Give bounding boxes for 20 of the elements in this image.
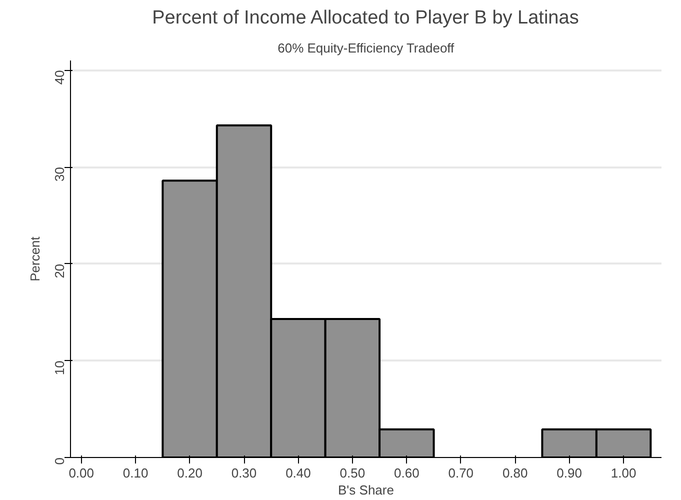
x-tick-label: 0.10 <box>122 466 148 480</box>
x-axis-title: B's Share <box>338 482 394 498</box>
chart-subtitle: 60% Equity-Efficiency Tradeoff <box>278 40 455 56</box>
x-tick-label: 0.60 <box>394 466 420 480</box>
y-tick-label: 10 <box>52 360 67 376</box>
y-tick-label: 20 <box>52 264 67 278</box>
x-tick-label: 0.40 <box>286 466 311 480</box>
y-tick-label: 0 <box>52 457 67 465</box>
y-tick-label: 30 <box>52 167 67 182</box>
x-tick-label: 0.20 <box>177 466 202 480</box>
x-tick-label: 0.90 <box>556 466 582 480</box>
x-tick-label: 0.50 <box>340 466 366 480</box>
x-tick-label: 0.80 <box>502 466 528 480</box>
x-tick-label: 0.00 <box>68 466 94 480</box>
y-tick-label: 40 <box>52 70 67 85</box>
x-tick-label: 1.00 <box>610 466 636 480</box>
y-axis-title: Percent <box>28 236 42 282</box>
chart-title: Percent of Income Allocated to Player B by Latinas <box>152 8 579 28</box>
x-tick-label: 0.70 <box>448 466 474 480</box>
x-tick-label: 0.30 <box>231 466 257 480</box>
